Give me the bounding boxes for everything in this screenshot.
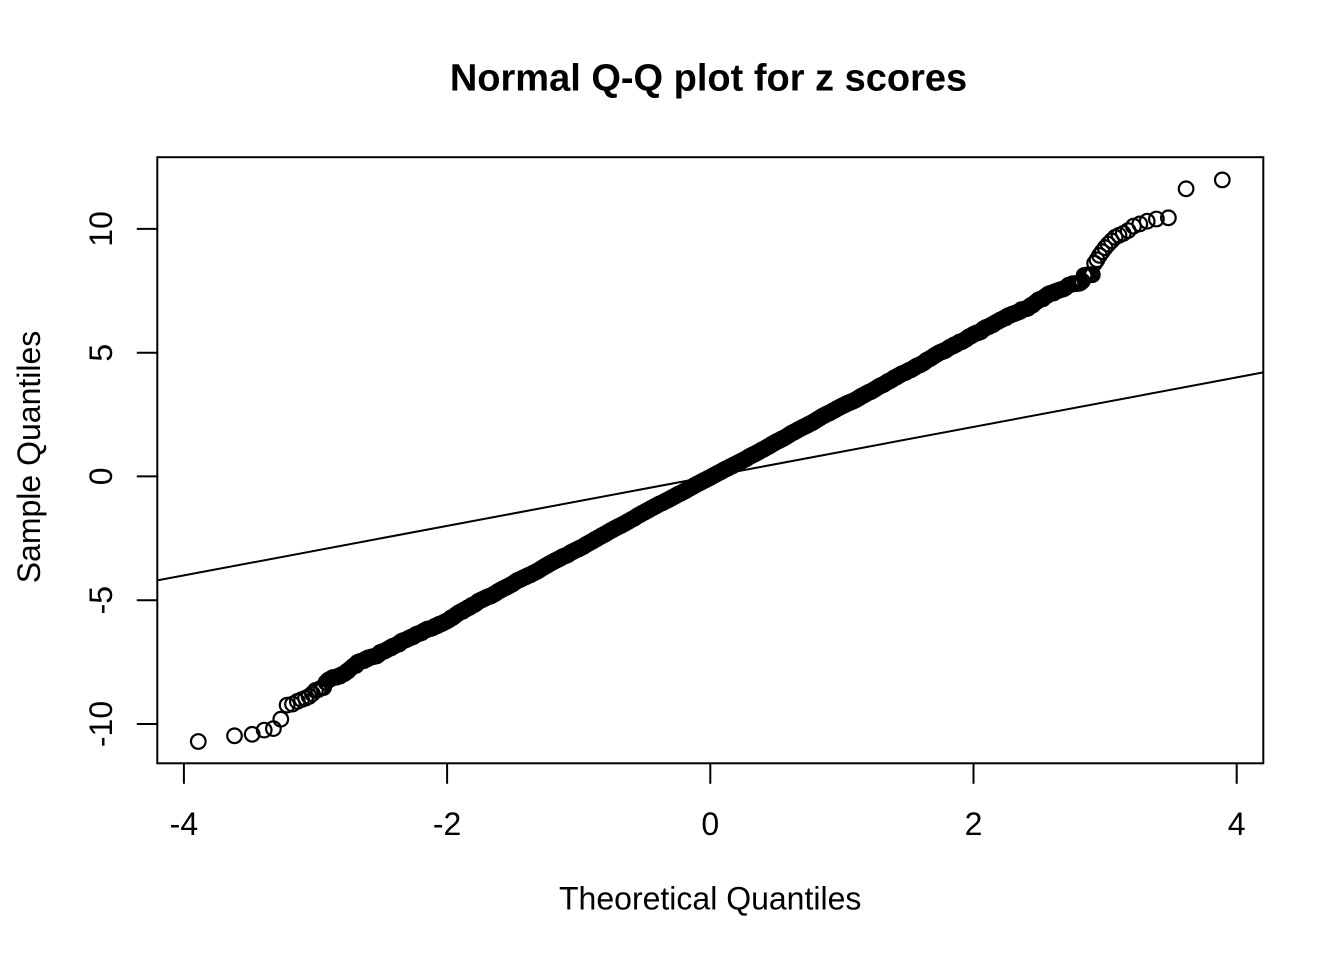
svg-text:-4: -4 — [170, 806, 198, 842]
svg-text:Sample Quantiles: Sample Quantiles — [11, 331, 47, 584]
svg-text:Theoretical Quantiles: Theoretical Quantiles — [559, 880, 861, 916]
svg-text:10: 10 — [83, 211, 119, 247]
svg-text:4: 4 — [1228, 806, 1246, 842]
svg-text:-2: -2 — [433, 806, 461, 842]
svg-text:-10: -10 — [83, 701, 119, 747]
svg-text:-5: -5 — [83, 586, 119, 614]
svg-text:2: 2 — [965, 806, 983, 842]
svg-text:0: 0 — [83, 468, 119, 486]
svg-text:5: 5 — [83, 344, 119, 362]
svg-text:Normal Q-Q plot for z scores: Normal Q-Q plot for z scores — [450, 58, 967, 100]
svg-text:0: 0 — [701, 806, 719, 842]
